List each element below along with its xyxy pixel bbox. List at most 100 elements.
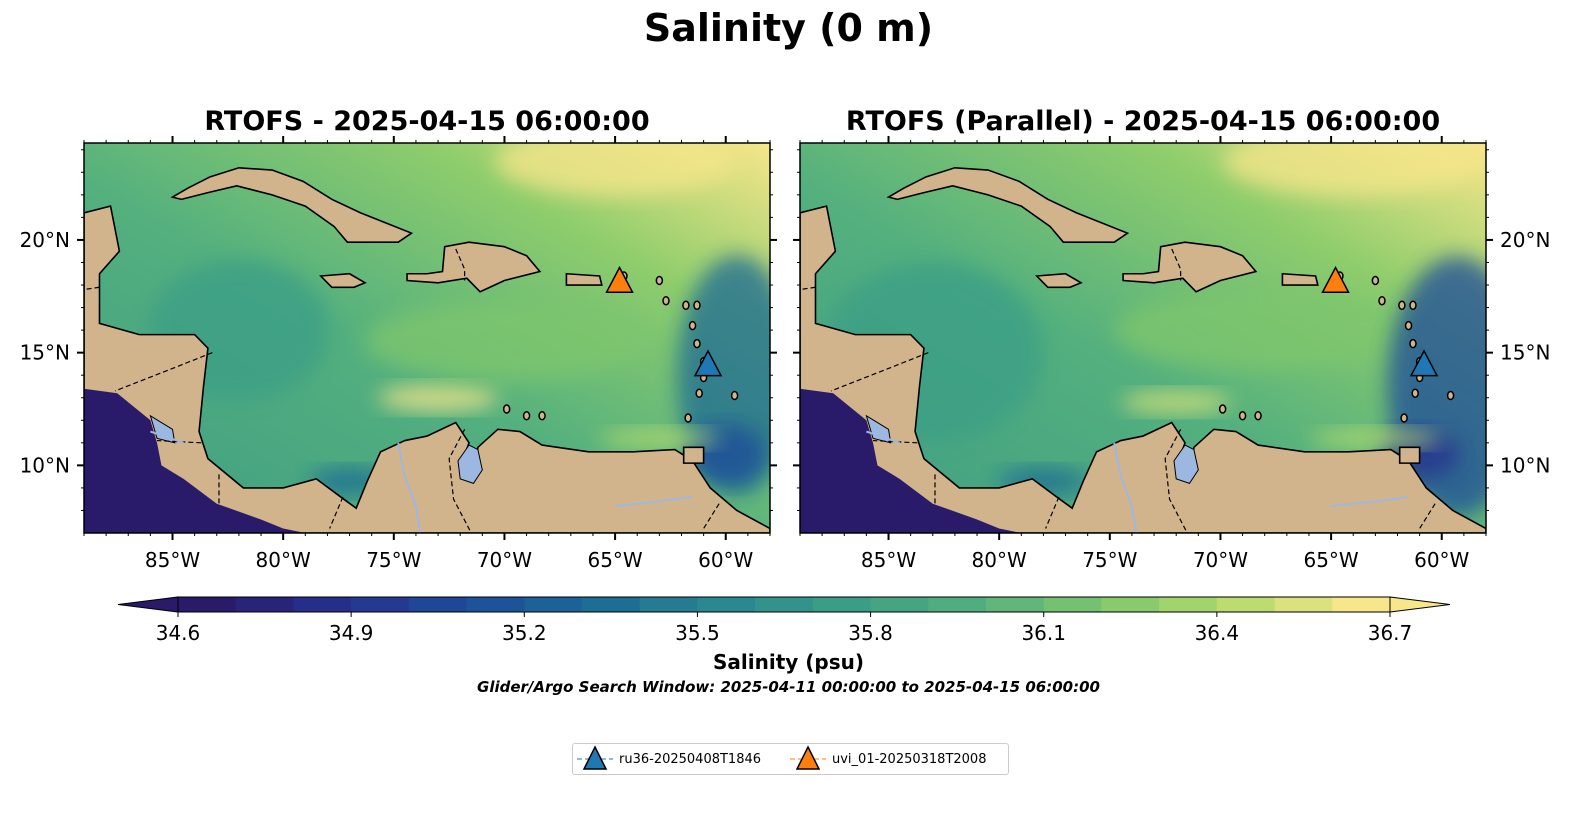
river-line <box>614 495 693 507</box>
river-line <box>866 430 900 444</box>
colorbar-extend-high <box>1389 596 1451 613</box>
colorbar-segment <box>812 597 872 612</box>
river-line <box>1113 442 1138 533</box>
colorbar-segment <box>1216 597 1276 612</box>
river-line <box>397 442 422 533</box>
lat-tick-label: 10°N <box>20 453 70 477</box>
figure-title: Salinity (0 m) <box>643 6 934 50</box>
lon-tick-label: 75°W <box>1082 548 1137 572</box>
border-line <box>84 286 100 291</box>
land-hispaniola <box>406 241 542 293</box>
glider-marker <box>693 349 723 377</box>
salinity-feature <box>1114 290 1415 371</box>
small-island <box>1371 275 1380 286</box>
border-line <box>1419 503 1436 529</box>
colorbar-tick-label: 35.2 <box>502 621 547 645</box>
map-frame <box>799 142 1487 534</box>
colorbar-tick-label: 35.5 <box>675 621 720 645</box>
colorbar-segment <box>755 597 814 612</box>
small-island <box>1409 300 1417 311</box>
salinity-feature <box>1223 143 1484 197</box>
lat-tick-label: 10°N <box>1500 453 1550 477</box>
small-island <box>1218 404 1227 414</box>
border-line <box>114 352 213 392</box>
salinity-feature <box>495 143 736 197</box>
border-line <box>1045 496 1060 529</box>
blue-triangle-icon <box>577 745 613 770</box>
small-island <box>730 390 739 401</box>
colorbar-tick-label: 34.6 <box>156 621 201 645</box>
right-panel-title: RTOFS (Parallel) - 2025-04-15 06:00:00 <box>845 106 1441 137</box>
small-island <box>695 388 703 398</box>
colorbar-label: Salinity (psu) <box>712 650 864 674</box>
land-cuba <box>886 166 1130 243</box>
colorbar-segment <box>466 597 525 612</box>
small-island <box>682 300 690 311</box>
small-island <box>1400 413 1408 423</box>
colorbar-tick-label: 35.8 <box>848 621 893 645</box>
border-line <box>329 496 344 529</box>
colorbar-segment <box>986 597 1045 612</box>
land-pr <box>565 272 603 286</box>
colorbar: 34.6 34.9 35.2 35.5 35.8 36.1 36.4 36.7 <box>117 596 1451 645</box>
lake-maracaibo <box>1173 444 1199 485</box>
rtofs-parallel-map-panel: 85°W 80°W 75°W 70°W 65°W 60°W 20°N 15°N 10°N <box>793 136 1550 572</box>
lake-maracaibo <box>457 444 483 485</box>
small-island <box>1254 411 1262 421</box>
lon-tick-label: 60°W <box>1414 548 1469 572</box>
small-island <box>538 411 546 421</box>
lake-nicaragua <box>149 414 176 444</box>
colorbar-segment <box>1101 597 1160 612</box>
colorbar-tick-label: 34.9 <box>329 621 374 645</box>
salinity-feature <box>378 383 499 412</box>
river-line <box>1330 495 1409 507</box>
rtofs-map-panel: 85°W 80°W 75°W 70°W 65°W 60°W 20°N 15°N 10°N <box>20 136 777 572</box>
uvi-marker <box>605 265 634 293</box>
legend-item-uvi: uvi_01-20250318T2008 <box>790 744 986 774</box>
colorbar-segment <box>1043 597 1102 612</box>
small-island <box>662 296 670 306</box>
colorbar-segment <box>1274 597 1333 612</box>
colorbar-segment <box>178 597 237 612</box>
pacific-ocean-fill <box>84 388 306 533</box>
small-island <box>1404 320 1413 331</box>
small-island <box>688 320 697 331</box>
lon-tick-label: 70°W <box>1193 548 1248 572</box>
colorbar-tick-label: 36.4 <box>1195 621 1240 645</box>
small-island <box>1378 296 1386 306</box>
map-frame <box>83 142 771 534</box>
legend-item-glider: ru36-20250408T1846 <box>577 744 761 774</box>
lon-tick-label: 85°W <box>861 548 916 572</box>
colorbar-segment <box>408 597 468 612</box>
lat-tick-label: 15°N <box>1500 341 1550 365</box>
land-pr <box>1281 272 1319 286</box>
colorbar-segment <box>524 597 583 612</box>
small-island <box>1398 300 1406 311</box>
colorbar-tick-label: 36.1 <box>1021 621 1066 645</box>
border-line <box>156 439 202 444</box>
orange-triangle-icon <box>790 745 826 770</box>
salinity-feature <box>1310 428 1441 449</box>
glider-marker <box>1409 349 1439 377</box>
salinity-feature <box>1121 390 1232 415</box>
lon-tick-label: 70°W <box>477 548 532 572</box>
colorbar-segment <box>582 597 641 612</box>
lon-tick-label: 80°W <box>972 548 1027 572</box>
small-island <box>1446 390 1455 401</box>
land-hispaniola <box>1122 241 1258 293</box>
land-jamaica <box>1035 272 1083 289</box>
border-line <box>703 503 720 529</box>
colorbar-segment <box>351 597 410 612</box>
salinity-feature <box>364 301 645 382</box>
lat-tick-label: 20°N <box>20 228 70 252</box>
land-trinidad <box>682 446 705 464</box>
small-island <box>1238 411 1247 421</box>
colorbar-frame <box>177 596 1391 613</box>
colorbar-extend-low <box>117 596 179 613</box>
lon-tick-label: 85°W <box>145 548 200 572</box>
colorbar-segment <box>870 597 929 612</box>
small-island <box>693 300 701 311</box>
salinity-feature <box>599 428 720 449</box>
pacific-ocean-fill <box>800 388 1022 533</box>
small-island <box>522 411 531 421</box>
